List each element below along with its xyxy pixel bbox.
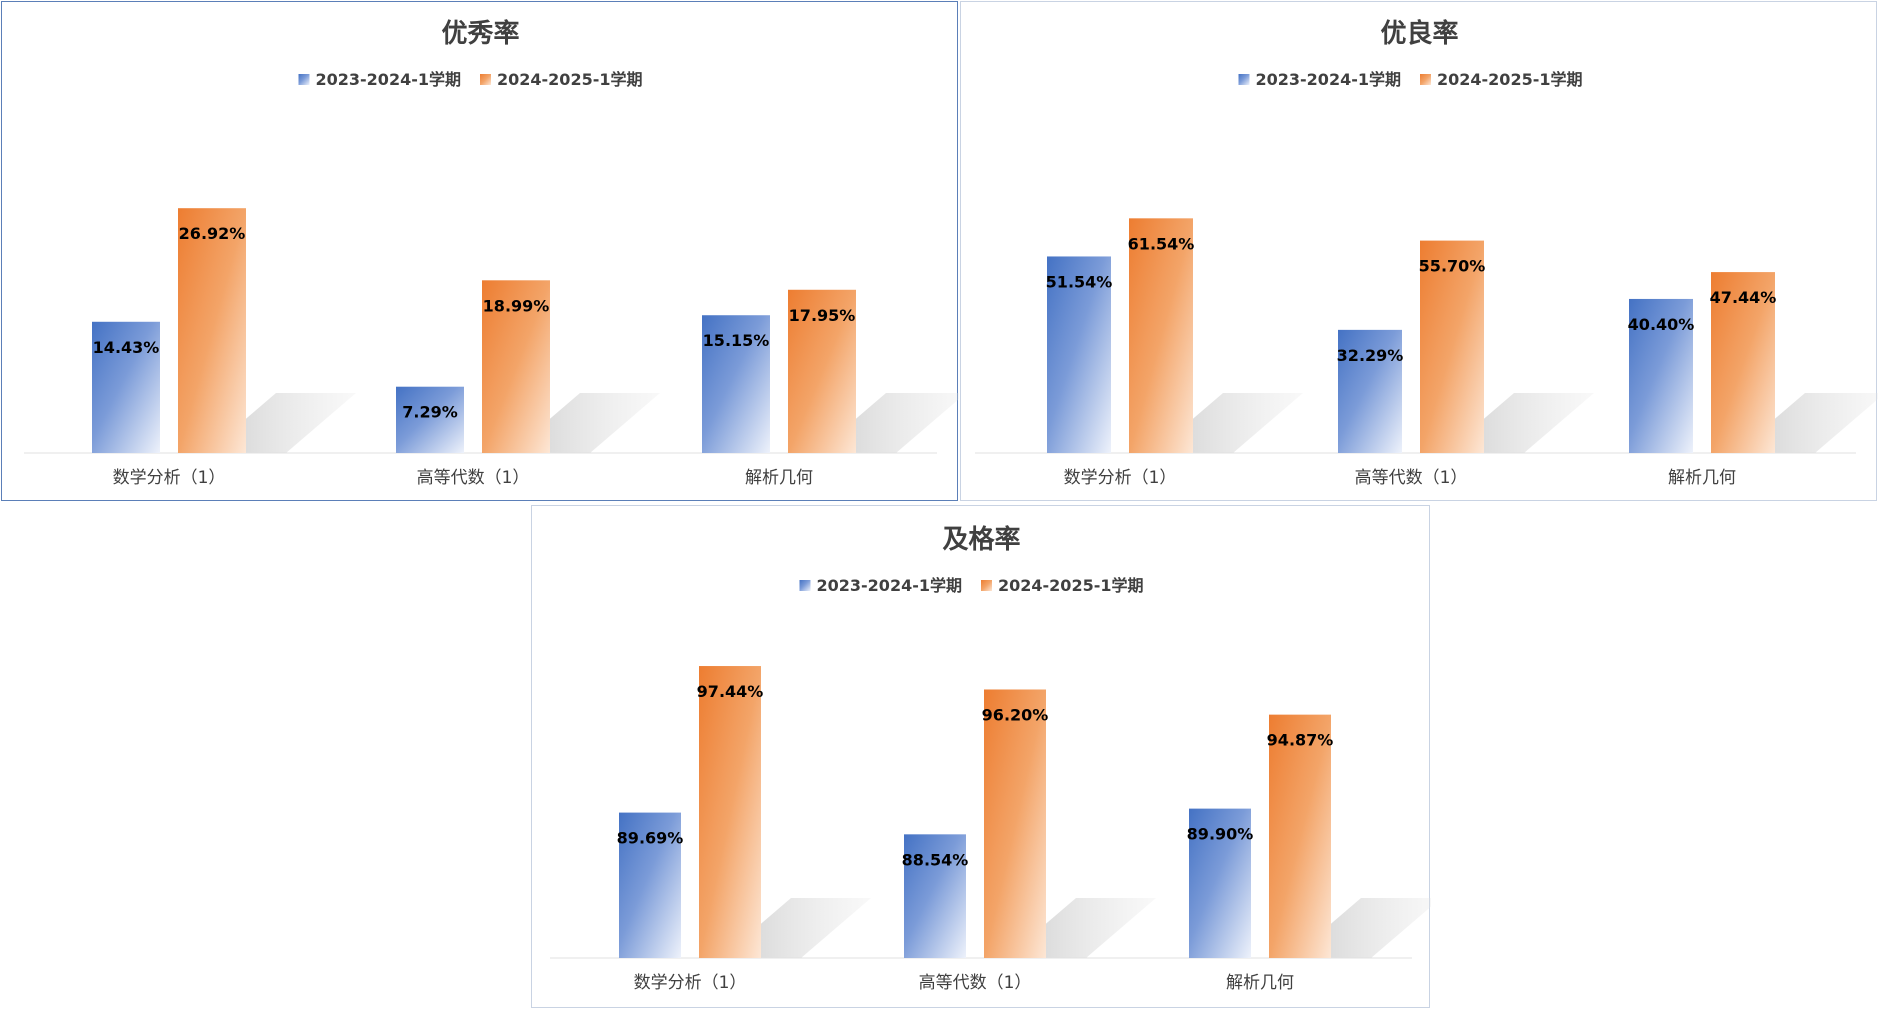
data-label-series2-1: 26.92%: [179, 224, 246, 243]
bar-series1-3: [702, 315, 770, 453]
bar-series2-2: [1420, 240, 1484, 453]
chart-good-rate: 优良率 2023-2024-1学期 2024-2025-1学期 51.54% 61.54…: [975, 18, 1878, 488]
bar-series1-1: [619, 812, 681, 958]
legend-label-1: 2023-2024-1学期: [1256, 70, 1401, 89]
bar-series1-1: [1047, 256, 1111, 453]
chart-title: 优良率: [1380, 18, 1458, 49]
chart-excellence-rate: 优秀率 2023-2024-1学期 2024-2025-1学期 14.43% 26.92…: [24, 18, 959, 488]
data-label-series2-2: 55.70%: [1419, 257, 1486, 276]
category-label-2: 高等代数（1）: [417, 468, 530, 488]
legend-label-2: 2024-2025-1学期: [998, 576, 1143, 595]
data-label-series1-3: 89.90%: [1187, 825, 1254, 844]
chart-legend: 2023-2024-1学期 2024-2025-1学期: [799, 576, 1143, 595]
bar-series1-2: [396, 386, 464, 453]
data-label-series1-1: 89.69%: [617, 829, 684, 848]
data-label-series2-3: 94.87%: [1267, 731, 1334, 750]
category-label-1: 数学分析（1）: [113, 468, 226, 488]
legend-swatch-1: [1238, 74, 1250, 85]
data-label-series1-2: 32.29%: [1337, 346, 1404, 365]
data-label-series2-3: 17.95%: [789, 306, 856, 325]
data-label-series2-1: 97.44%: [697, 682, 764, 701]
bar-series1-2: [1338, 329, 1402, 453]
data-label-series2-2: 18.99%: [483, 296, 550, 315]
bar-series2-1: [699, 666, 761, 958]
chart-panel-good-rate: 优良率 2023-2024-1学期 2024-2025-1学期 51.54% 61.54…: [960, 1, 1878, 501]
bar-series2-3: [1269, 714, 1331, 958]
data-label-series2-1: 61.54%: [1128, 234, 1195, 253]
category-label-3: 解析几何: [1226, 973, 1294, 993]
chart-legend: 2023-2024-1学期 2024-2025-1学期: [298, 70, 642, 89]
data-label-series1-3: 40.40%: [1628, 315, 1695, 334]
chart-legend: 2023-2024-1学期 2024-2025-1学期: [1238, 70, 1582, 89]
data-label-series2-2: 96.20%: [982, 705, 1049, 724]
category-label-3: 解析几何: [745, 468, 813, 488]
chart-pass-rate: 及格率 2023-2024-1学期 2024-2025-1学期 89.69% 97.44…: [550, 524, 1431, 993]
legend-swatch-2: [981, 580, 992, 591]
legend-swatch-2: [1420, 74, 1431, 85]
bar-series2-1: [178, 208, 246, 453]
legend-label-1: 2023-2024-1学期: [316, 70, 461, 89]
legend-label-1: 2023-2024-1学期: [817, 576, 962, 595]
category-label-2: 高等代数（1）: [919, 973, 1032, 993]
bar-series2-1: [1129, 218, 1193, 453]
bar-series2-2: [482, 280, 550, 453]
category-label-1: 数学分析（1）: [1064, 468, 1177, 488]
legend-swatch-1: [298, 74, 310, 85]
data-label-series1-2: 7.29%: [402, 403, 458, 422]
bar-series2-3: [788, 289, 856, 453]
bar-series2-3: [1711, 272, 1775, 453]
category-label-2: 高等代数（1）: [1355, 468, 1468, 488]
data-label-series1-1: 51.54%: [1046, 272, 1113, 291]
legend-swatch-1: [799, 580, 811, 591]
legend-swatch-2: [480, 74, 491, 85]
chart-panel-pass-rate: 及格率 2023-2024-1学期 2024-2025-1学期 89.69% 97.44…: [531, 505, 1431, 1008]
legend-label-2: 2024-2025-1学期: [497, 70, 642, 89]
bar-series2-2: [984, 689, 1046, 958]
chart-panel-excellence-rate: 优秀率 2023-2024-1学期 2024-2025-1学期 14.43% 26.92…: [1, 1, 959, 501]
data-label-series1-1: 14.43%: [93, 338, 160, 357]
bar-series1-1: [92, 321, 160, 453]
data-label-series1-3: 15.15%: [703, 331, 770, 350]
chart-title: 优秀率: [441, 18, 519, 49]
legend-label-2: 2024-2025-1学期: [1437, 70, 1582, 89]
data-label-series1-2: 88.54%: [902, 850, 969, 869]
chart-title: 及格率: [942, 524, 1020, 555]
category-label-1: 数学分析（1）: [634, 973, 747, 993]
data-label-series2-3: 47.44%: [1710, 288, 1777, 307]
category-label-3: 解析几何: [1668, 468, 1736, 488]
bar-series1-3: [1189, 808, 1251, 958]
bar-series1-3: [1629, 298, 1693, 453]
bar-series1-2: [904, 834, 966, 958]
